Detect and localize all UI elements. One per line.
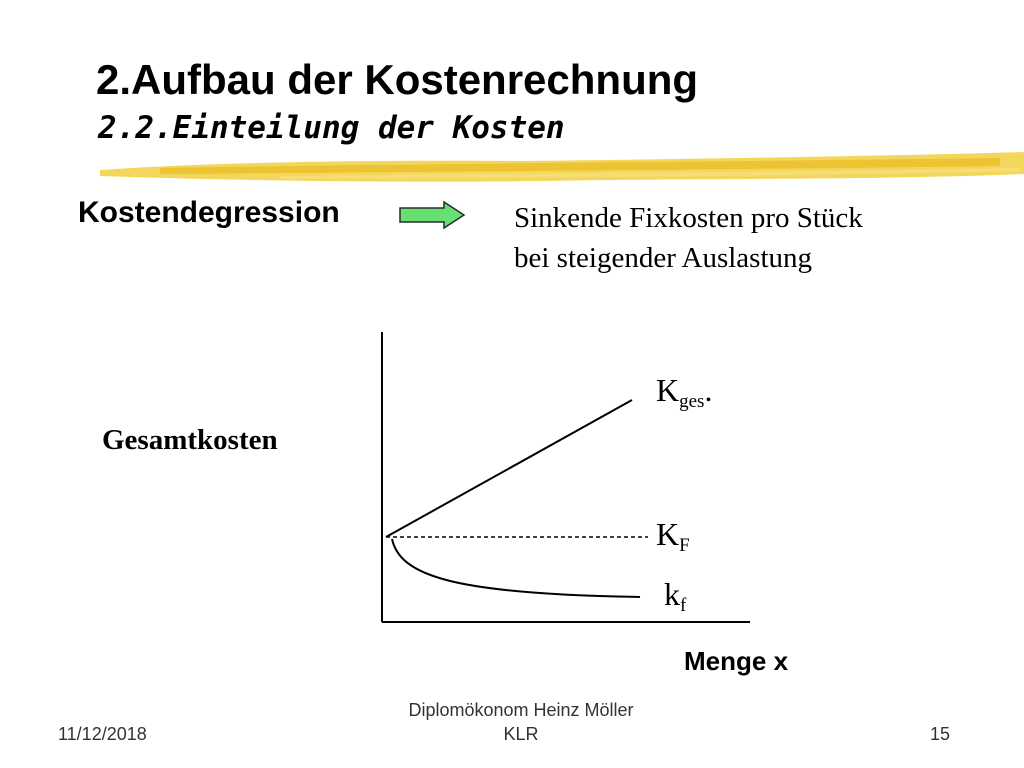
slide-subtitle: 2.2.Einteilung der Kosten (98, 110, 565, 146)
label-fixed-cost: KF (656, 516, 690, 556)
definition-line-2: bei steigender Auslastung (514, 242, 813, 274)
total-cost-line (385, 399, 633, 538)
right-arrow-icon (399, 200, 466, 230)
term-kostendegression: Kostendegression (78, 196, 340, 229)
footer-page-number: 15 (930, 724, 951, 744)
footer-author-name: Diplomökonom Heinz Möller (408, 700, 634, 720)
unit-fixed-cost-curve (391, 538, 641, 598)
cost-diagram (381, 332, 750, 623)
label-total-cost: Kges. (656, 372, 713, 412)
definition-text: Sinkende Fixkosten pro Stück bei steigen… (514, 198, 863, 278)
highlighter-stroke (100, 152, 1024, 182)
label-unit-fixed-cost: kf (664, 576, 687, 616)
footer-date: 11/12/2018 (58, 724, 147, 744)
slide-title: 2.Aufbau der Kostenrechnung (96, 56, 699, 103)
x-axis-label: Menge x (684, 646, 789, 676)
definition-line-1: Sinkende Fixkosten pro Stück (514, 202, 863, 234)
footer-course: KLR (503, 724, 539, 744)
y-axis-label: Gesamtkosten (102, 424, 278, 456)
footer-author: Diplomökonom Heinz Möller KLR (386, 698, 656, 746)
